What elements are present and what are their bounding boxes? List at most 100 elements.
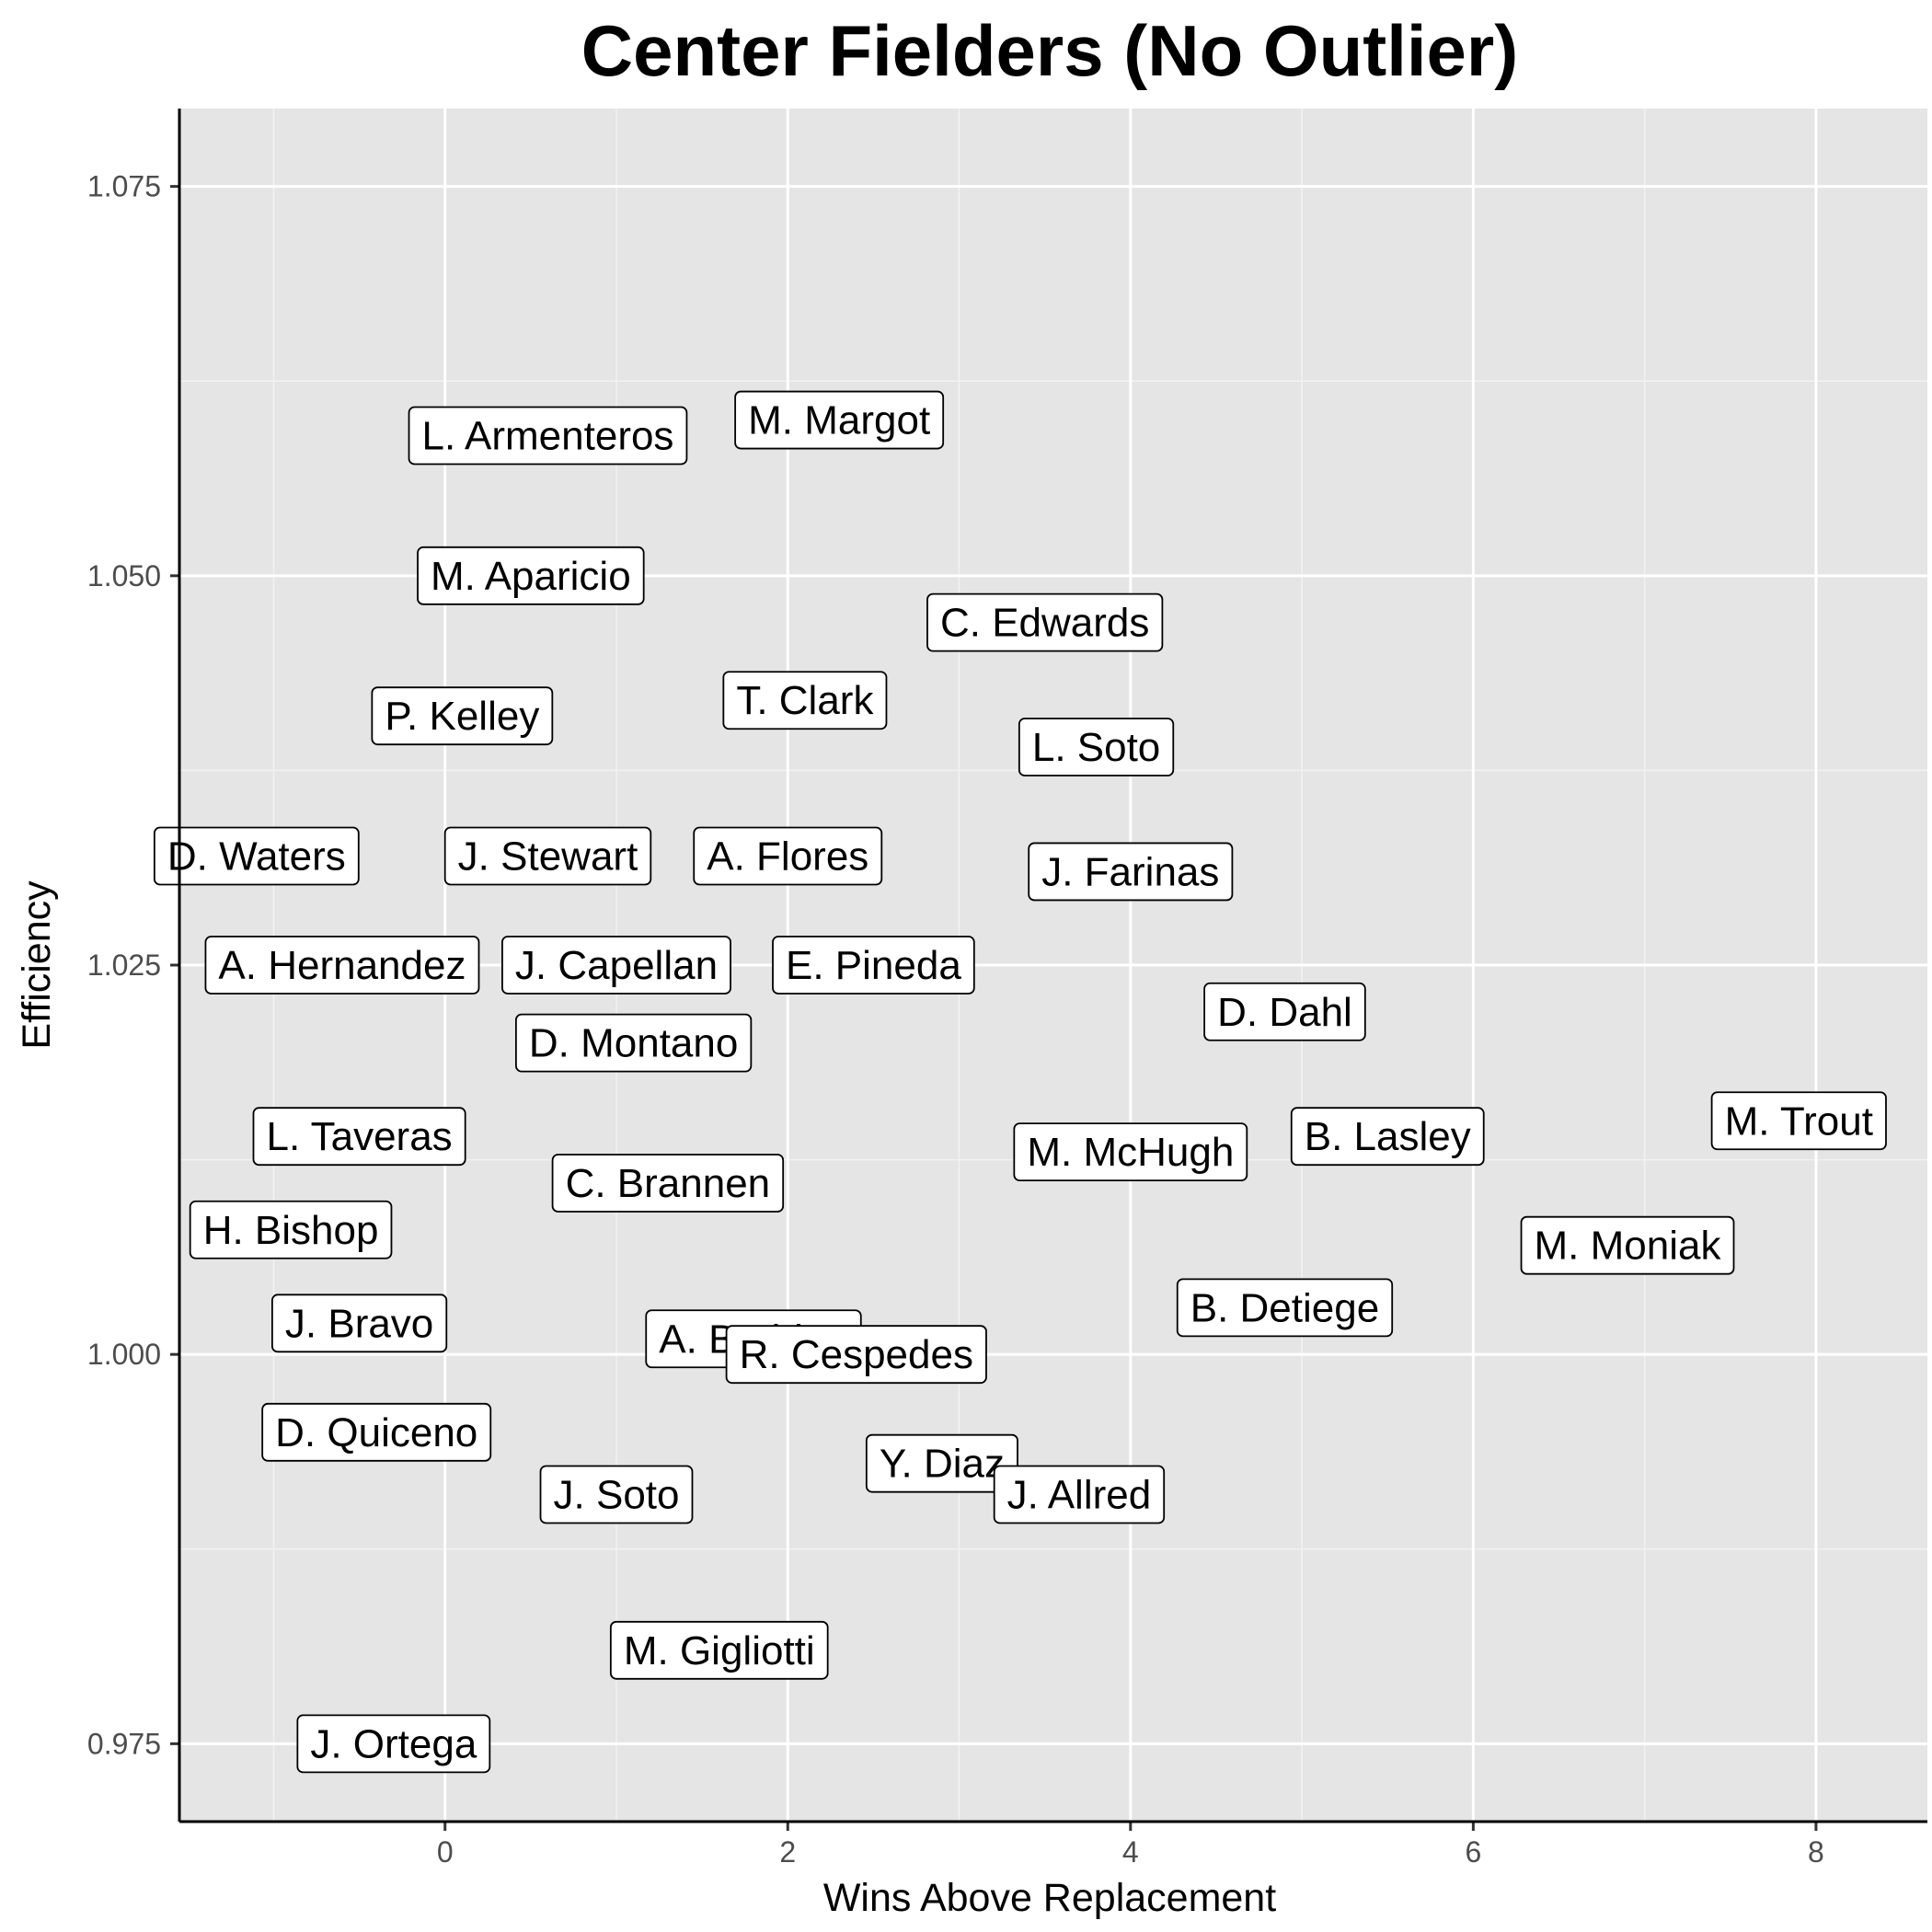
point-label-box (722, 671, 888, 730)
point-label: J. Allred (993, 1465, 1166, 1524)
point-label-text: M. Trout (1725, 1098, 1873, 1144)
chart-title: Center Fielders (No Outlier) (581, 10, 1519, 91)
point-label: A. Hernandez (204, 936, 480, 995)
point-label: D. Quiceno (261, 1402, 492, 1462)
point-label-text: M. Gigliotti (624, 1628, 815, 1673)
point-label: M. McHugh (1013, 1122, 1248, 1182)
point-label-box (865, 1433, 1018, 1493)
point-label-text: J. Capellan (515, 943, 718, 988)
point-label: L. Taveras (252, 1107, 466, 1167)
point-label: P. Kelley (371, 686, 554, 746)
point-label-box (443, 826, 652, 886)
point-label-text: Y. Diaz (880, 1442, 1005, 1487)
point-label-text: D. Montano (529, 1021, 738, 1066)
point-label-box (1176, 1278, 1394, 1338)
point-label-text: A. Hernandez (218, 943, 466, 988)
point-label: J. Stewart (443, 826, 652, 886)
point-label: H. Bishop (189, 1200, 393, 1259)
point-label-text: B. Lasley (1305, 1114, 1471, 1159)
x-axis-title: Wins Above Replacement (823, 1876, 1276, 1920)
point-label-text: J. Bravo (285, 1301, 433, 1346)
point-label-text: L. Soto (1032, 725, 1160, 770)
y-axis-title: Efficiency (15, 880, 59, 1050)
point-label: Y. Diaz (865, 1433, 1018, 1493)
point-label: M. Gigliotti (609, 1620, 829, 1680)
point-label-text: M. Moniak (1535, 1224, 1722, 1269)
point-label: D. Dahl (1203, 982, 1366, 1041)
point-label-box (725, 1325, 987, 1385)
point-label-text: H. Bishop (203, 1208, 379, 1253)
point-label: A. Flores (693, 826, 883, 886)
axes (170, 109, 1927, 1831)
point-label: M. Trout (1710, 1091, 1887, 1151)
point-label: R. Cespedes (725, 1325, 987, 1385)
x-tick-label: 8 (1808, 1835, 1824, 1869)
point-label-box (417, 546, 645, 605)
point-label-box (153, 826, 360, 886)
point-label-box (1520, 1215, 1735, 1275)
point-label-box (501, 936, 731, 995)
point-label: D. Montano (514, 1013, 753, 1073)
point-label-box (261, 1402, 492, 1462)
point-label-box (252, 1107, 466, 1167)
y-tick-label: 0.975 (87, 1727, 161, 1760)
point-label: C. Brannen (551, 1154, 785, 1213)
point-label: J. Soto (539, 1465, 694, 1524)
point-label: J. Ortega (296, 1714, 491, 1774)
point-label-box (539, 1465, 694, 1524)
point-label-box (772, 936, 975, 995)
point-label-box (609, 1620, 829, 1680)
y-tick-label: 1.000 (87, 1338, 161, 1371)
point-label-text: L. Taveras (266, 1114, 452, 1159)
point-label-box (408, 406, 688, 466)
point-labels: L. Armenteros M. Margot M. Aparicio C. Edwa… (153, 390, 1887, 1774)
point-label-text: D. Quiceno (275, 1410, 477, 1455)
point-label-text: M. Aparicio (431, 554, 631, 599)
point-label-box (551, 1154, 785, 1213)
point-label-text: T. Clark (736, 678, 874, 723)
tick-labels: 0 2 4 6 8 0.975 1.000 1.025 1.050 1.075 (87, 170, 1824, 1869)
point-label: E. Pineda (772, 936, 975, 995)
point-label-text: J. Soto (554, 1473, 680, 1518)
point-label: J. Farinas (1028, 842, 1234, 902)
y-tick-label: 1.025 (87, 949, 161, 982)
point-label-text: J. Allred (1007, 1473, 1152, 1518)
point-label: J. Capellan (501, 936, 731, 995)
point-label-text: P. Kelley (385, 694, 539, 739)
point-label-box (189, 1200, 393, 1259)
point-label: M. Moniak (1520, 1215, 1735, 1275)
point-label-box (371, 686, 554, 746)
point-label-box (993, 1465, 1166, 1524)
point-label-box (1018, 718, 1175, 776)
x-tick-label: 4 (1122, 1835, 1139, 1869)
point-label-text: D. Dahl (1217, 990, 1352, 1035)
point-label-box (204, 936, 480, 995)
point-label-box (926, 592, 1164, 652)
point-label-box (270, 1294, 448, 1353)
point-label: M. Margot (734, 390, 945, 450)
point-label: C. Edwards (926, 592, 1164, 652)
point-label-text: E. Pineda (786, 943, 961, 988)
y-tick-label: 1.075 (87, 170, 161, 203)
x-tick-label: 0 (437, 1835, 454, 1869)
point-label-box (1710, 1091, 1887, 1151)
point-label-text: M. McHugh (1027, 1130, 1234, 1175)
point-label: J. Bravo (270, 1294, 448, 1353)
point-label-text: B. Detiege (1190, 1285, 1379, 1330)
point-label-text: C. Brannen (566, 1161, 771, 1206)
point-label-text: R. Cespedes (740, 1332, 973, 1377)
point-label: M. Aparicio (417, 546, 645, 605)
point-label-box (693, 826, 883, 886)
point-label: T. Clark (722, 671, 888, 730)
point-label-box (1290, 1107, 1485, 1167)
point-label-box (1203, 982, 1366, 1041)
point-label-text: A. Flores (707, 834, 868, 880)
x-tick-label: 6 (1465, 1835, 1481, 1869)
point-label-box (514, 1013, 753, 1073)
point-label: D. Waters (153, 826, 360, 886)
point-label-text: C. Edwards (940, 601, 1149, 646)
point-label-box (1013, 1122, 1248, 1182)
point-label: L. Soto (1018, 718, 1175, 776)
point-label: L. Armenteros (408, 406, 688, 466)
